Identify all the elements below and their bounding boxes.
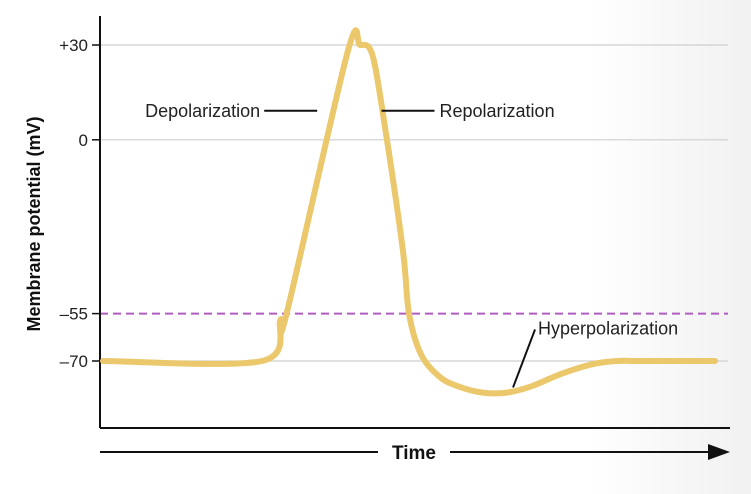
annotation: Repolarization <box>381 101 555 121</box>
y-tick-label: –55 <box>60 305 88 324</box>
x-axis-label: Time <box>392 443 436 464</box>
annotation-label: Repolarization <box>440 101 555 121</box>
annotation-label: Depolarization <box>145 101 260 121</box>
y-axis-label: Membrane potential (mV) <box>24 116 44 331</box>
y-tick-label: 0 <box>79 131 88 150</box>
y-tick-label: –70 <box>60 352 88 371</box>
annotation-label: Hyperpolarization <box>538 318 678 338</box>
series-line <box>100 27 718 397</box>
y-tick-label: +30 <box>59 36 88 55</box>
annotation: Depolarization <box>145 101 318 121</box>
time-arrow-head-icon <box>708 444 730 460</box>
annotation-leader <box>512 329 536 388</box>
annotation: Hyperpolarization <box>512 318 678 388</box>
